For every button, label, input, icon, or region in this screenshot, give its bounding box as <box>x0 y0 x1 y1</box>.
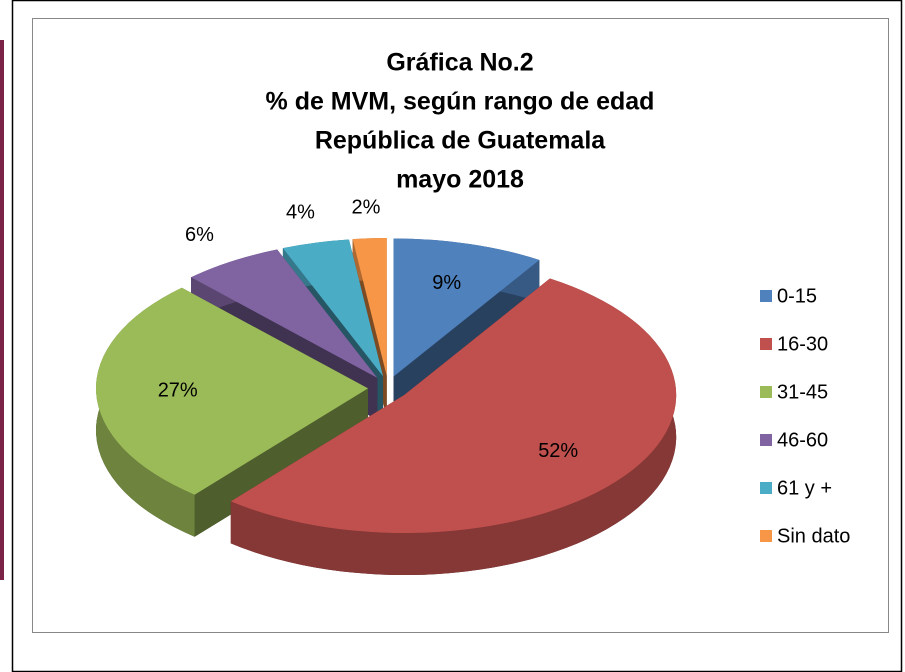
title-line: mayo 2018 <box>396 166 524 194</box>
data-label: 4% <box>286 202 315 224</box>
data-label: 2% <box>351 196 380 218</box>
legend-label: 0-15 <box>777 285 817 307</box>
slice <box>191 249 378 378</box>
legend-swatch <box>760 530 772 542</box>
title-line: Gráfica No.2 <box>386 49 533 77</box>
slice <box>282 239 384 377</box>
data-label: 52% <box>538 440 578 462</box>
legend-swatch <box>760 338 772 350</box>
slice <box>96 287 369 495</box>
pie: 9% 52% 27% 6% 4% 2% <box>96 196 677 576</box>
legend-swatch <box>760 290 772 302</box>
slice <box>352 238 387 377</box>
title-line: República de Guatemala <box>315 127 606 155</box>
legend-label: Sin dato <box>777 525 850 547</box>
chart-title: Gráfica No.2 % de MVM, según rango de ed… <box>266 49 655 194</box>
legend-label: 16-30 <box>777 333 828 355</box>
slice-side <box>230 278 677 576</box>
data-label: 6% <box>185 224 214 246</box>
legend-swatch <box>760 434 772 446</box>
data-label: 27% <box>158 380 198 402</box>
legend: 0-15 16-30 31-45 46-60 61 y + Sin dato <box>760 285 850 547</box>
legend-label: 46-60 <box>777 429 828 451</box>
legend-label: 61 y + <box>777 477 832 499</box>
slice <box>230 278 677 534</box>
title-line: % de MVM, según rango de edad <box>266 88 655 116</box>
data-label: 9% <box>432 272 461 294</box>
slice <box>393 238 540 377</box>
left-strip <box>0 40 4 580</box>
legend-swatch <box>760 386 772 398</box>
legend-label: 31-45 <box>777 381 828 403</box>
legend-swatch <box>760 482 772 494</box>
